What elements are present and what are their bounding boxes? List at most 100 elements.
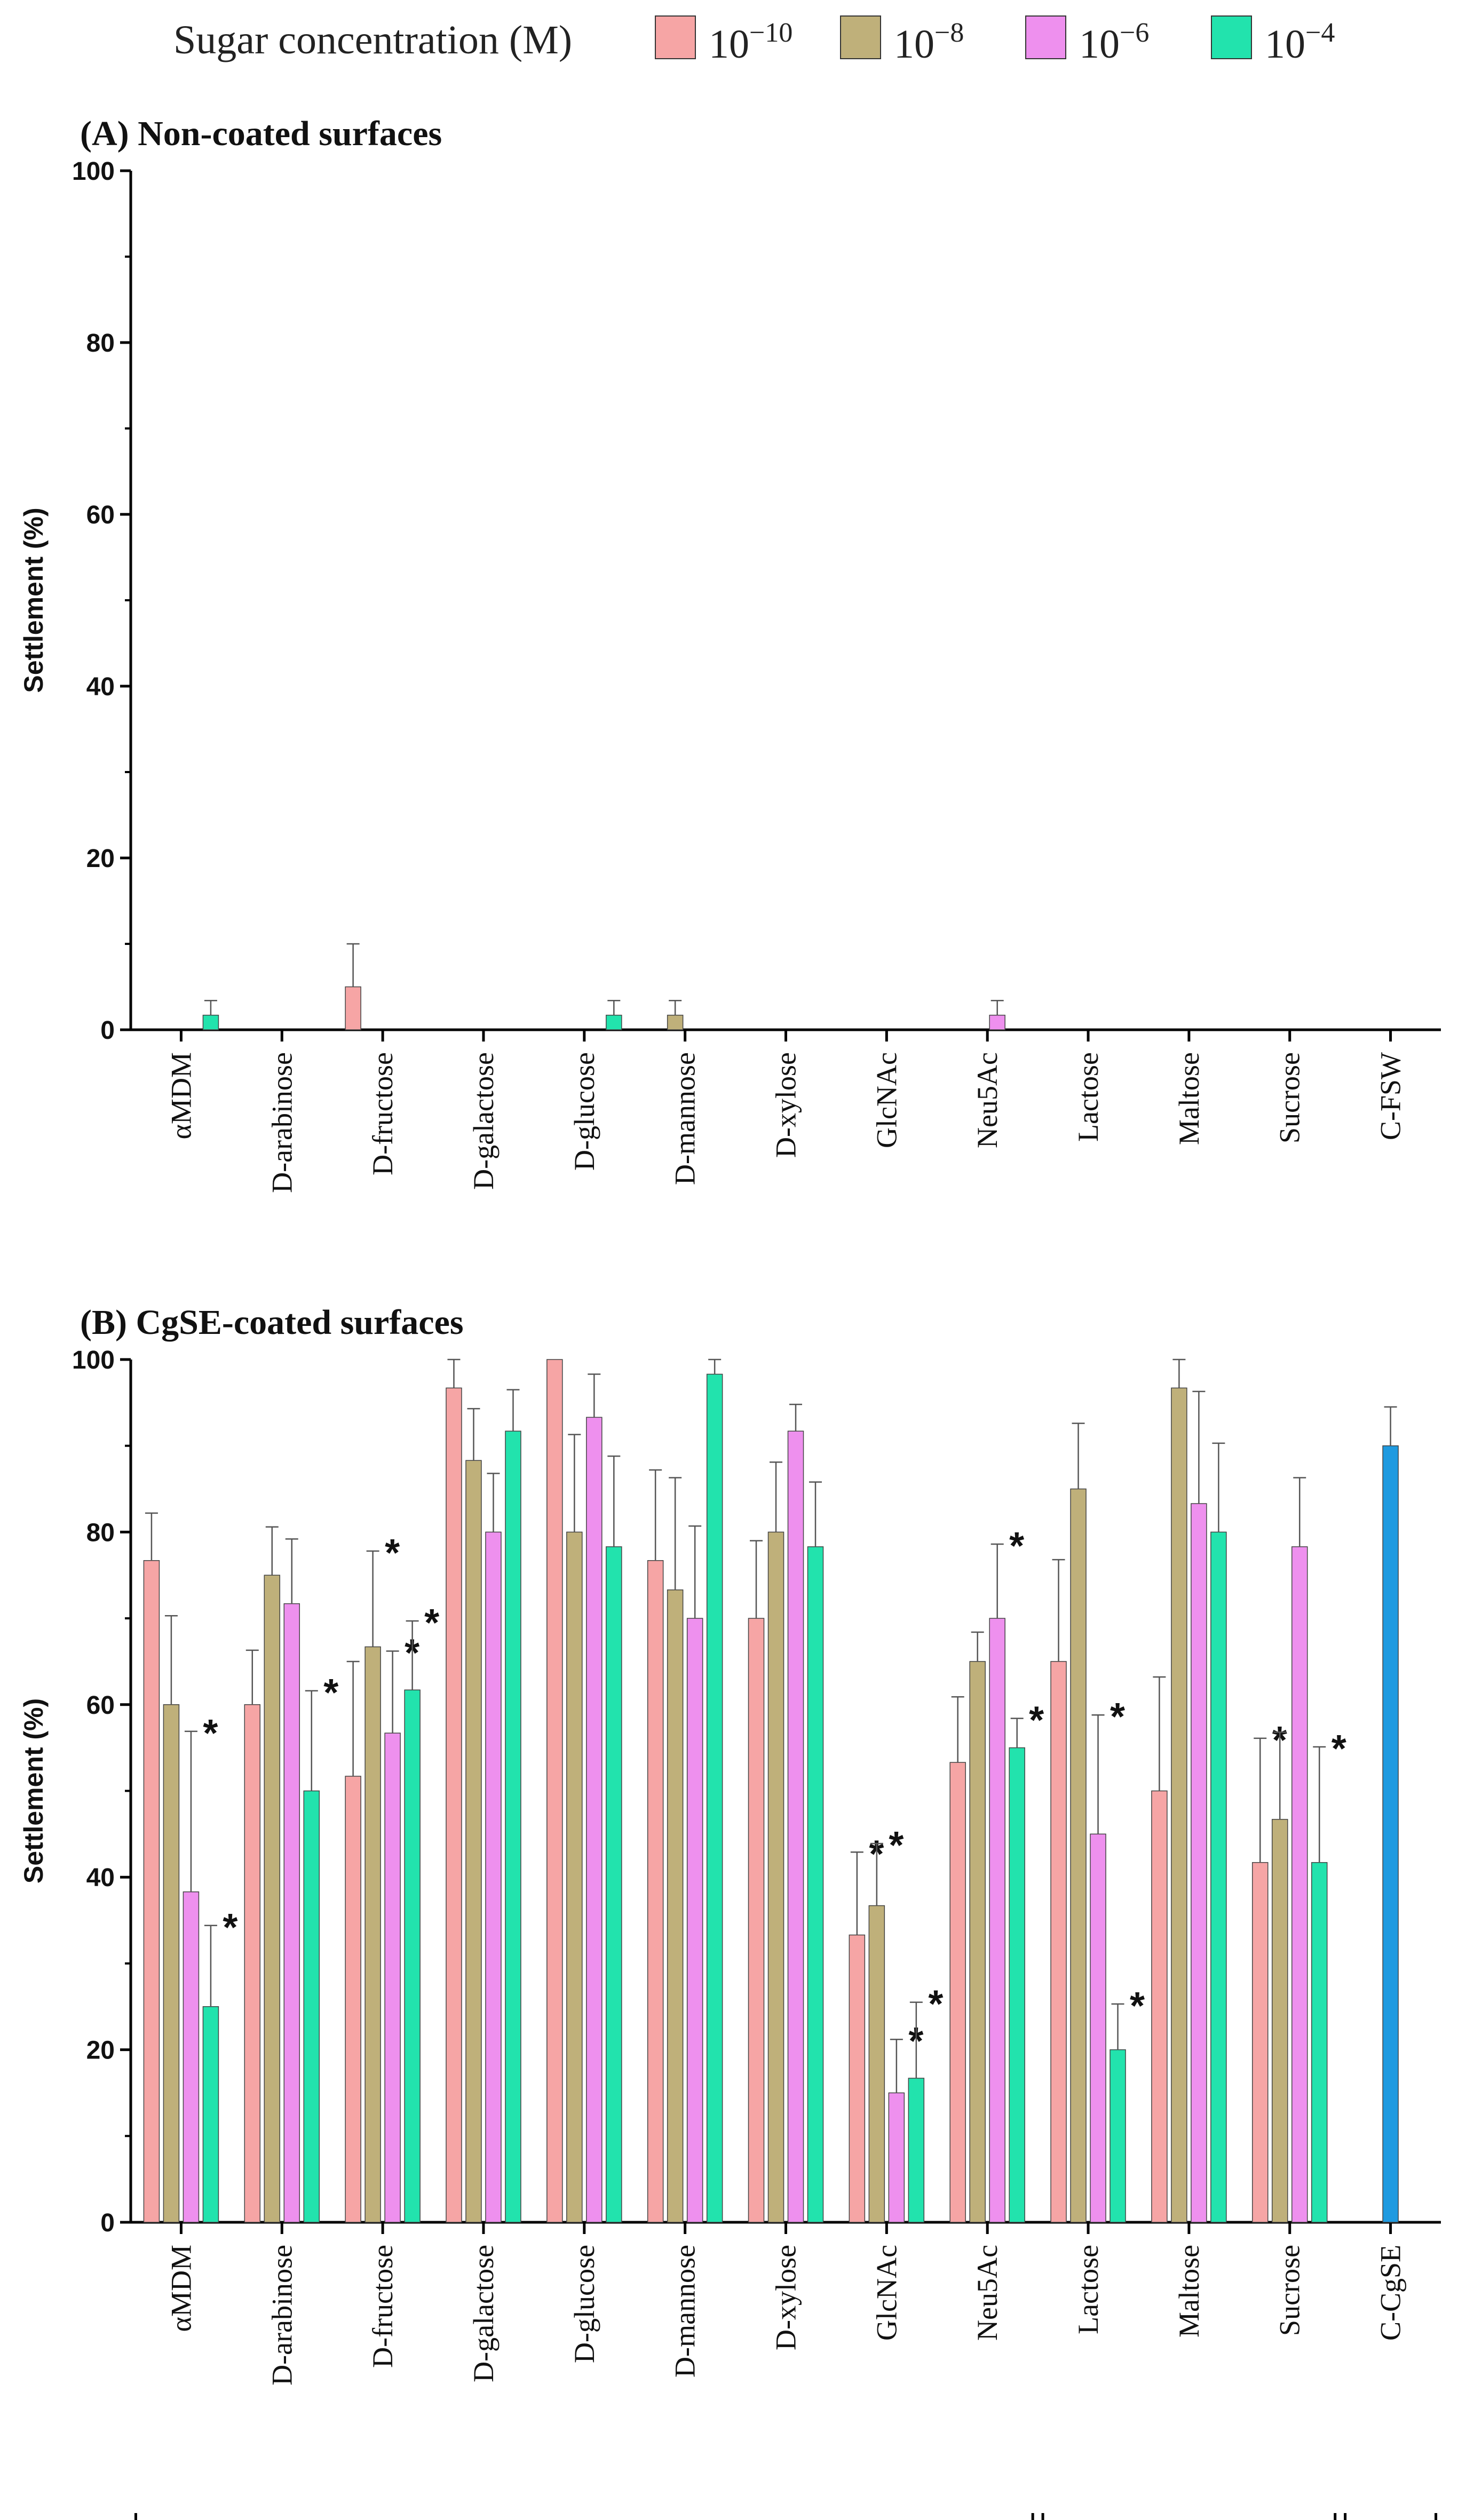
category-label: Maltose bbox=[1173, 2245, 1205, 2338]
bar-series-0 bbox=[345, 1776, 361, 2223]
category-label: D-galactose bbox=[467, 1052, 500, 1190]
y-axis-label: Settlement (%) bbox=[19, 507, 49, 693]
bar-series-3 bbox=[303, 1790, 320, 2223]
bar-series-1 bbox=[364, 1646, 381, 2223]
category-label: D-glucose bbox=[568, 1052, 600, 1171]
bar-series-3 bbox=[1311, 1862, 1328, 2223]
bar-series-1 bbox=[667, 1014, 684, 1030]
bar-series-3 bbox=[1210, 1531, 1227, 2223]
panel-title: (A) Non-coated surfaces bbox=[80, 114, 442, 153]
bar-series-1 bbox=[163, 1704, 180, 2223]
category-label: D-arabinose bbox=[266, 1052, 298, 1193]
significance-marker: * bbox=[928, 1983, 943, 2026]
category-label: Lactose bbox=[1072, 2245, 1104, 2334]
panel-a-chart: (A) Non-coated surfaces Settlement (%) 0 20… bbox=[19, 114, 1441, 1193]
bar-series-0 bbox=[1050, 1661, 1067, 2223]
category-label: D-fructose bbox=[367, 1052, 399, 1175]
bar-series-0 bbox=[647, 1560, 664, 2223]
y-tick-label-1: 20 bbox=[86, 2037, 115, 2065]
bar-series-3 bbox=[202, 2006, 219, 2223]
category-label: D-fructose bbox=[367, 2245, 399, 2368]
y-tick-label-0: 0 bbox=[100, 1016, 115, 1045]
legend-swatch-2 bbox=[1025, 15, 1066, 59]
bar-series-2 bbox=[283, 1603, 300, 2223]
legend-title: Sugar concentration (M) bbox=[173, 18, 572, 62]
category-label: D-glucose bbox=[568, 2245, 600, 2363]
bar-series-2 bbox=[888, 2092, 905, 2223]
bar-series-2 bbox=[183, 1891, 200, 2223]
y-tick-label-1: 20 bbox=[86, 845, 115, 873]
bar-series-3 bbox=[404, 1689, 421, 2223]
group-bracket-0 bbox=[134, 2513, 1034, 2520]
bar-series-2 bbox=[485, 1531, 502, 2223]
y-tick-label-2: 40 bbox=[86, 673, 115, 701]
significance-marker: * bbox=[424, 1602, 439, 1644]
category-label: αMDM bbox=[165, 1052, 197, 1139]
bar-series-1 bbox=[767, 1531, 784, 2223]
bar-series-0 bbox=[244, 1704, 261, 2223]
category-label: D-xylose bbox=[770, 2245, 802, 2350]
bar-series-3 bbox=[1110, 2049, 1126, 2223]
bar-series-1 bbox=[1271, 1819, 1288, 2223]
category-label: D-mannose bbox=[669, 2245, 701, 2378]
legend-label-3: 10−4 bbox=[1265, 18, 1335, 67]
bar-series-0 bbox=[1151, 1790, 1168, 2223]
bar-series-3 bbox=[202, 1014, 219, 1030]
category-label: GlcNAc bbox=[870, 2245, 902, 2341]
bar-series-3 bbox=[606, 1014, 622, 1030]
category-label: D-arabinose bbox=[266, 2245, 298, 2386]
legend-label-1: 10−8 bbox=[894, 18, 964, 67]
y-axis-label: Settlement (%) bbox=[19, 1698, 49, 1883]
bar-series-1 bbox=[868, 1905, 885, 2223]
significance-marker: * bbox=[1009, 1525, 1024, 1568]
legend-label-2: 10−6 bbox=[1079, 18, 1149, 67]
significance-marker: * bbox=[1130, 1985, 1145, 2028]
y-tick-label-5: 100 bbox=[72, 1346, 115, 1374]
legend-label-0: 10−10 bbox=[709, 18, 793, 67]
bar-series-0 bbox=[143, 1560, 160, 2223]
bar-series-0 bbox=[849, 1934, 866, 2223]
bar-series-2 bbox=[384, 1732, 401, 2223]
bar-series-3 bbox=[807, 1546, 824, 2223]
significance-marker: * bbox=[889, 1824, 904, 1867]
category-label: Lactose bbox=[1072, 1052, 1104, 1142]
category-label: D-galactose bbox=[467, 2245, 500, 2382]
bar-series-3 bbox=[706, 1373, 723, 2223]
bar-series-0 bbox=[1251, 1862, 1269, 2223]
significance-marker: * bbox=[223, 1906, 237, 1949]
bar-series-2 bbox=[686, 1618, 703, 2223]
bar-series-2 bbox=[989, 1618, 1005, 2223]
bar-series-2 bbox=[1291, 1546, 1308, 2223]
bar-series-3 bbox=[1009, 1747, 1025, 2223]
legend: Sugar concentration (M) 10−10 10−8 10−6 10−… bbox=[173, 15, 1335, 67]
category-label: Sucrose bbox=[1274, 1052, 1306, 1143]
panel-b-chart: (B) CgSE-coated surfaces Settlement (%) 0 2… bbox=[19, 1303, 1441, 2520]
bar-series-0 bbox=[446, 1387, 462, 2223]
bar-series-1 bbox=[969, 1661, 986, 2223]
category-label: Neu5Ac bbox=[971, 2245, 1003, 2341]
bar-series-0 bbox=[345, 986, 361, 1030]
category-label: Sucrose bbox=[1274, 2245, 1306, 2336]
bar-series-0 bbox=[546, 1359, 563, 2223]
significance-marker: * bbox=[1332, 1728, 1346, 1770]
bar-series-0 bbox=[748, 1618, 765, 2223]
legend-swatch-0 bbox=[655, 15, 696, 59]
bar-series-3 bbox=[908, 2078, 925, 2223]
category-label: D-mannose bbox=[669, 1052, 701, 1185]
y-tick-label-0: 0 bbox=[100, 2209, 115, 2237]
bar-series-1 bbox=[465, 1460, 482, 2223]
y-tick-label-3: 60 bbox=[86, 501, 115, 529]
bar-series-1 bbox=[1070, 1488, 1087, 2223]
category-label: GlcNAc bbox=[870, 1052, 902, 1148]
bar-series-3 bbox=[606, 1546, 622, 2223]
bar-series-3 bbox=[505, 1430, 521, 2223]
category-label: D-xylose bbox=[770, 1052, 802, 1158]
bar-series-2 bbox=[787, 1430, 804, 2223]
panel-title: (B) CgSE-coated surfaces bbox=[80, 1303, 464, 1342]
legend-swatch-1 bbox=[840, 15, 881, 59]
bar-series-2 bbox=[1191, 1503, 1207, 2223]
significance-marker: * bbox=[1029, 1699, 1044, 1742]
group-bracket-2 bbox=[1344, 2513, 1438, 2520]
category-label: Neu5Ac bbox=[971, 1052, 1003, 1148]
